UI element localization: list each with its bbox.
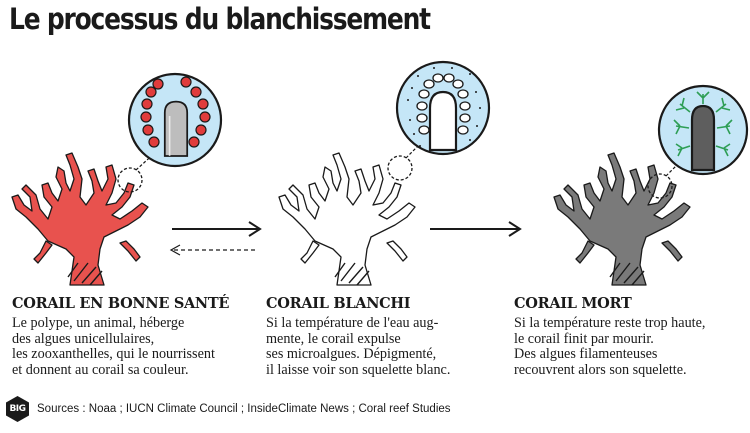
- dead-polyp-zoom: [657, 84, 749, 176]
- stage-dead: CORAIL MORT Si la température reste trop…: [514, 295, 750, 378]
- stage-description: Si la température reste trop haute, le c…: [514, 315, 706, 378]
- stage-heading: CORAIL MORT: [514, 295, 632, 312]
- dead-coral: [553, 152, 691, 286]
- page-title: Le processus du blanchissement: [9, 2, 431, 36]
- bleached-polyp-zoom: [395, 60, 491, 156]
- healthy-polyp-zoom: [127, 72, 223, 168]
- zoom-marker: [117, 167, 143, 193]
- footer: BIG Sources : Noaa ; IUCN Climate Counci…: [6, 396, 451, 422]
- stage-description: Le polype, un animal, héberge des algues…: [12, 315, 215, 378]
- bleached-coral: [278, 152, 416, 286]
- stage-description: Si la température de l'eau aug- mente, l…: [266, 315, 451, 378]
- big-logo-icon: BIG: [6, 396, 29, 422]
- stage-healthy: CORAIL EN BONNE SANTÉ Le polype, un anim…: [12, 295, 262, 378]
- bleaching-process-diagram: [11, 60, 749, 286]
- healthy-coral: [11, 152, 149, 286]
- zoom-marker: [647, 173, 673, 199]
- stage-heading: CORAIL EN BONNE SANTÉ: [12, 295, 230, 312]
- stage-heading: CORAIL BLANCHI: [266, 295, 411, 312]
- stage-bleached: CORAIL BLANCHI Si la température de l'ea…: [266, 295, 516, 378]
- arrow-reverse-icon: [169, 244, 258, 256]
- zoom-marker: [387, 155, 413, 181]
- sources-text: Sources : Noaa ; IUCN Climate Council ; …: [37, 403, 451, 415]
- arrow-forward-icon-2: [430, 221, 522, 237]
- arrow-forward-icon: [172, 221, 262, 237]
